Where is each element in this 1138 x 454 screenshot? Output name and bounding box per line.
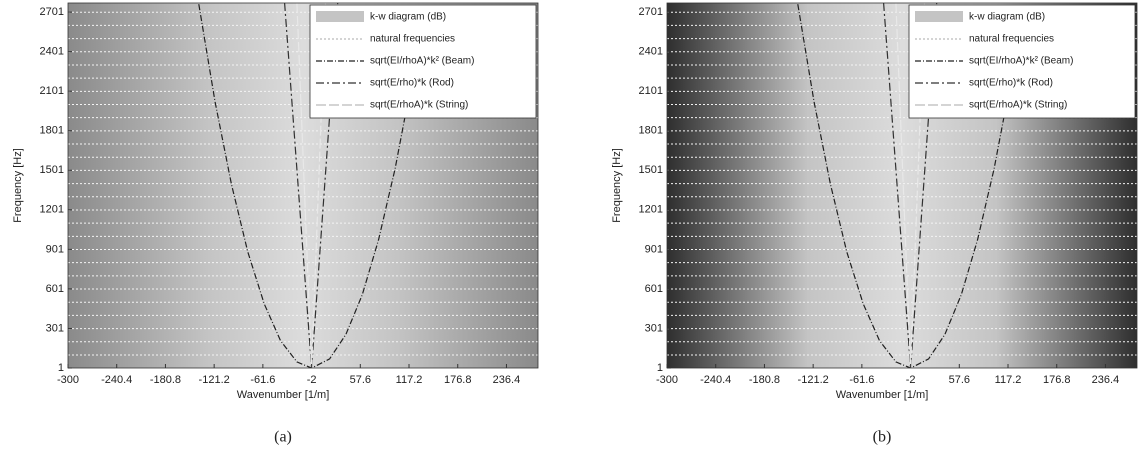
plot-area xyxy=(667,3,1137,368)
y-tick-label: 2101 xyxy=(40,85,64,97)
legend-label: sqrt(EI/rhoA)*k² (Beam) xyxy=(370,56,474,67)
y-tick-label: 301 xyxy=(46,322,64,334)
y-axis-label: Frequency [Hz] xyxy=(12,148,24,223)
legend: k-w diagram (dB) natural frequencies sqrt(… xyxy=(908,4,1136,119)
x-tick-label: -300 xyxy=(57,374,79,386)
legend-label: natural frequencies xyxy=(370,34,455,45)
dispersion-curve xyxy=(883,3,938,368)
y-tick-label: 1501 xyxy=(40,164,64,176)
x-tick-label: -61.6 xyxy=(849,374,874,386)
legend-label: natural frequencies xyxy=(969,34,1054,45)
dispersion-curve xyxy=(895,3,926,368)
x-tick-label: 176.8 xyxy=(1043,374,1071,386)
x-tick-label: -2 xyxy=(307,374,317,386)
y-tick-label: 2401 xyxy=(40,46,64,58)
plot-frame xyxy=(67,2,539,369)
x-tick-label: -121.2 xyxy=(798,374,829,386)
dispersion-curve xyxy=(296,3,327,368)
legend-label: sqrt(EI/rhoA)*k² (Beam) xyxy=(969,56,1073,67)
x-tick-label: 57.6 xyxy=(949,374,970,386)
x-tick-label: 176.8 xyxy=(444,374,472,386)
caption: (b) xyxy=(873,429,892,446)
y-tick-label: 1801 xyxy=(40,125,64,137)
legend-label: sqrt(E/rho)*k (Rod) xyxy=(370,78,454,89)
legend-label: sqrt(E/rhoA)*k (String) xyxy=(370,100,468,111)
x-tick-label: 57.6 xyxy=(350,374,371,386)
x-tick-label: -180.8 xyxy=(150,374,181,386)
y-tick-label: 2401 xyxy=(639,46,663,58)
plot-frame xyxy=(666,2,1138,369)
x-axis-label: Wavenumber [1/m] xyxy=(237,389,330,401)
caption: (a) xyxy=(274,429,292,446)
x-tick-label: 236.4 xyxy=(1092,374,1120,386)
legend-label: sqrt(E/rhoA)*k (String) xyxy=(969,100,1067,111)
x-tick-label: 117.2 xyxy=(995,374,1022,386)
legend-swatch xyxy=(316,11,364,22)
x-tick-label: -240.4 xyxy=(700,374,731,386)
y-tick-label: 1501 xyxy=(639,164,663,176)
y-tick-label: 1201 xyxy=(639,204,663,216)
legend-box xyxy=(908,4,1136,119)
x-tick-label: -300 xyxy=(656,374,678,386)
y-tick-label: 2701 xyxy=(40,6,64,18)
dispersion-curve xyxy=(797,4,1024,368)
y-tick-label: 1801 xyxy=(639,125,663,137)
legend-label: k-w diagram (dB) xyxy=(370,12,446,23)
legend-swatch xyxy=(915,11,963,22)
y-tick-label: 1201 xyxy=(40,204,64,216)
y-axis-label: Frequency [Hz] xyxy=(611,148,623,223)
legend-label: sqrt(E/rho)*k (Rod) xyxy=(969,78,1053,89)
y-tick-label: 301 xyxy=(645,322,663,334)
x-tick-label: 236.4 xyxy=(493,374,521,386)
panel: -300 -240.4 -180.8 -121.2 -61.6 -2 57.6 117.2 17… xyxy=(611,2,1138,446)
y-tick-label: 601 xyxy=(645,283,663,295)
y-tick-label: 2701 xyxy=(639,6,663,18)
x-tick-label: -240.4 xyxy=(101,374,132,386)
dispersion-curve xyxy=(284,3,339,368)
legend: k-w diagram (dB) natural frequencies sqrt(… xyxy=(309,4,537,119)
x-tick-label: -180.8 xyxy=(749,374,780,386)
x-tick-label: 117.2 xyxy=(396,374,423,386)
y-tick-label: 1 xyxy=(58,362,64,374)
x-tick-label: -61.6 xyxy=(250,374,275,386)
y-tick-label: 901 xyxy=(645,243,663,255)
plot-area xyxy=(68,3,538,368)
y-tick-label: 601 xyxy=(46,283,64,295)
y-tick-label: 1 xyxy=(657,362,663,374)
legend-box xyxy=(309,4,537,119)
dispersion-curve xyxy=(198,4,425,368)
x-tick-label: -2 xyxy=(906,374,916,386)
x-tick-label: -121.2 xyxy=(199,374,230,386)
panel: -300 -240.4 -180.8 -121.2 -61.6 -2 57.6 117.2 17… xyxy=(12,2,539,446)
legend-label: k-w diagram (dB) xyxy=(969,12,1045,23)
x-axis-label: Wavenumber [1/m] xyxy=(836,389,929,401)
y-tick-label: 2101 xyxy=(639,85,663,97)
y-tick-label: 901 xyxy=(46,243,64,255)
